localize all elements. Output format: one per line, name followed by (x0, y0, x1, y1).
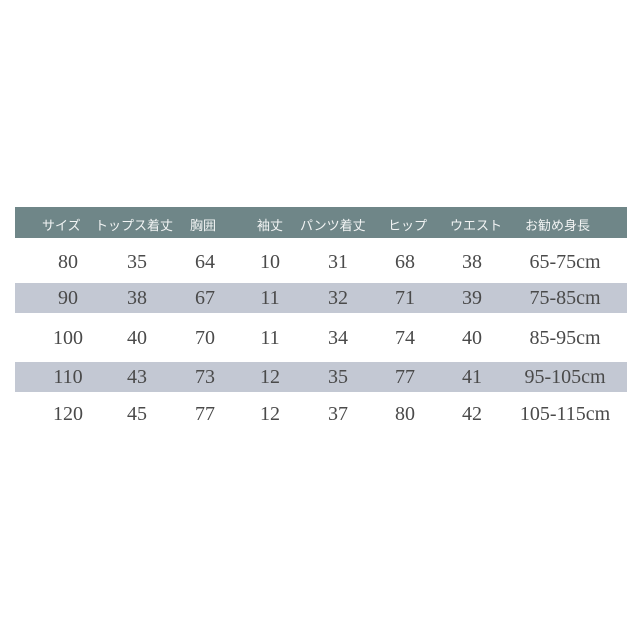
header-chest: 胸囲 (190, 219, 217, 234)
header-sleeve: 袖丈 (257, 219, 284, 234)
table-cell: 45 (127, 403, 147, 425)
table-cell: 38 (462, 251, 482, 273)
table-cell: 40 (127, 327, 147, 349)
table-cell: 34 (328, 327, 348, 349)
table-cell: 37 (328, 403, 348, 425)
header-tops-length: トップス着丈 (95, 219, 174, 234)
table-cell: 35 (328, 366, 348, 388)
table-cell: 67 (195, 287, 215, 309)
table-row: 100 40 70 11 34 74 40 85-95cm (15, 323, 627, 353)
header-hip: ヒップ (388, 219, 428, 234)
table-cell: 71 (395, 287, 415, 309)
table-cell: 73 (195, 366, 215, 388)
table-cell: 11 (260, 327, 280, 349)
table-cell: 41 (462, 366, 482, 388)
header-size: サイズ (42, 219, 81, 234)
table-row: 120 45 77 12 37 80 42 105-115cm (15, 399, 627, 429)
table-cell: 42 (462, 403, 482, 425)
table-cell: 80 (395, 403, 415, 425)
table-cell: 77 (195, 403, 215, 425)
header-pants-length: パンツ着丈 (300, 219, 366, 234)
table-cell: 105-115cm (519, 403, 611, 425)
table-cell: 70 (195, 327, 215, 349)
table-cell: 77 (395, 366, 415, 388)
table-cell: 85-95cm (529, 327, 601, 349)
table-row: 80 35 64 10 31 68 38 65-75cm (15, 247, 627, 277)
table-cell: 39 (462, 287, 482, 309)
table-cell: 35 (127, 251, 147, 273)
table-cell: 31 (328, 251, 348, 273)
table-cell: 12 (260, 403, 280, 425)
table-cell: 74 (395, 327, 415, 349)
table-cell: 38 (127, 287, 147, 309)
header-recommended-height: お勧め身長 (525, 219, 591, 234)
table-header-row: サイズ トップス着丈 胸囲 袖丈 パンツ着丈 ヒップ ウエスト お勧め身長 (15, 207, 627, 238)
table-cell: 43 (127, 366, 147, 388)
table-cell: 12 (260, 366, 280, 388)
table-row: 110 43 73 12 35 77 41 95-105cm (15, 362, 627, 392)
table-cell: 80 (58, 251, 78, 273)
table-cell: 75-85cm (529, 287, 601, 309)
header-waist: ウエスト (450, 219, 503, 234)
table-cell: 32 (328, 287, 348, 309)
table-cell: 68 (395, 251, 415, 273)
table-cell: 110 (53, 366, 83, 388)
table-cell: 65-75cm (529, 251, 601, 273)
table-row: 90 38 67 11 32 71 39 75-85cm (15, 283, 627, 313)
table-cell: 120 (53, 403, 83, 425)
table-cell: 10 (260, 251, 280, 273)
table-cell: 95-105cm (524, 366, 606, 388)
table-cell: 90 (58, 287, 78, 309)
table-cell: 100 (53, 327, 83, 349)
table-cell: 64 (195, 251, 215, 273)
table-cell: 40 (462, 327, 482, 349)
table-cell: 11 (260, 287, 280, 309)
